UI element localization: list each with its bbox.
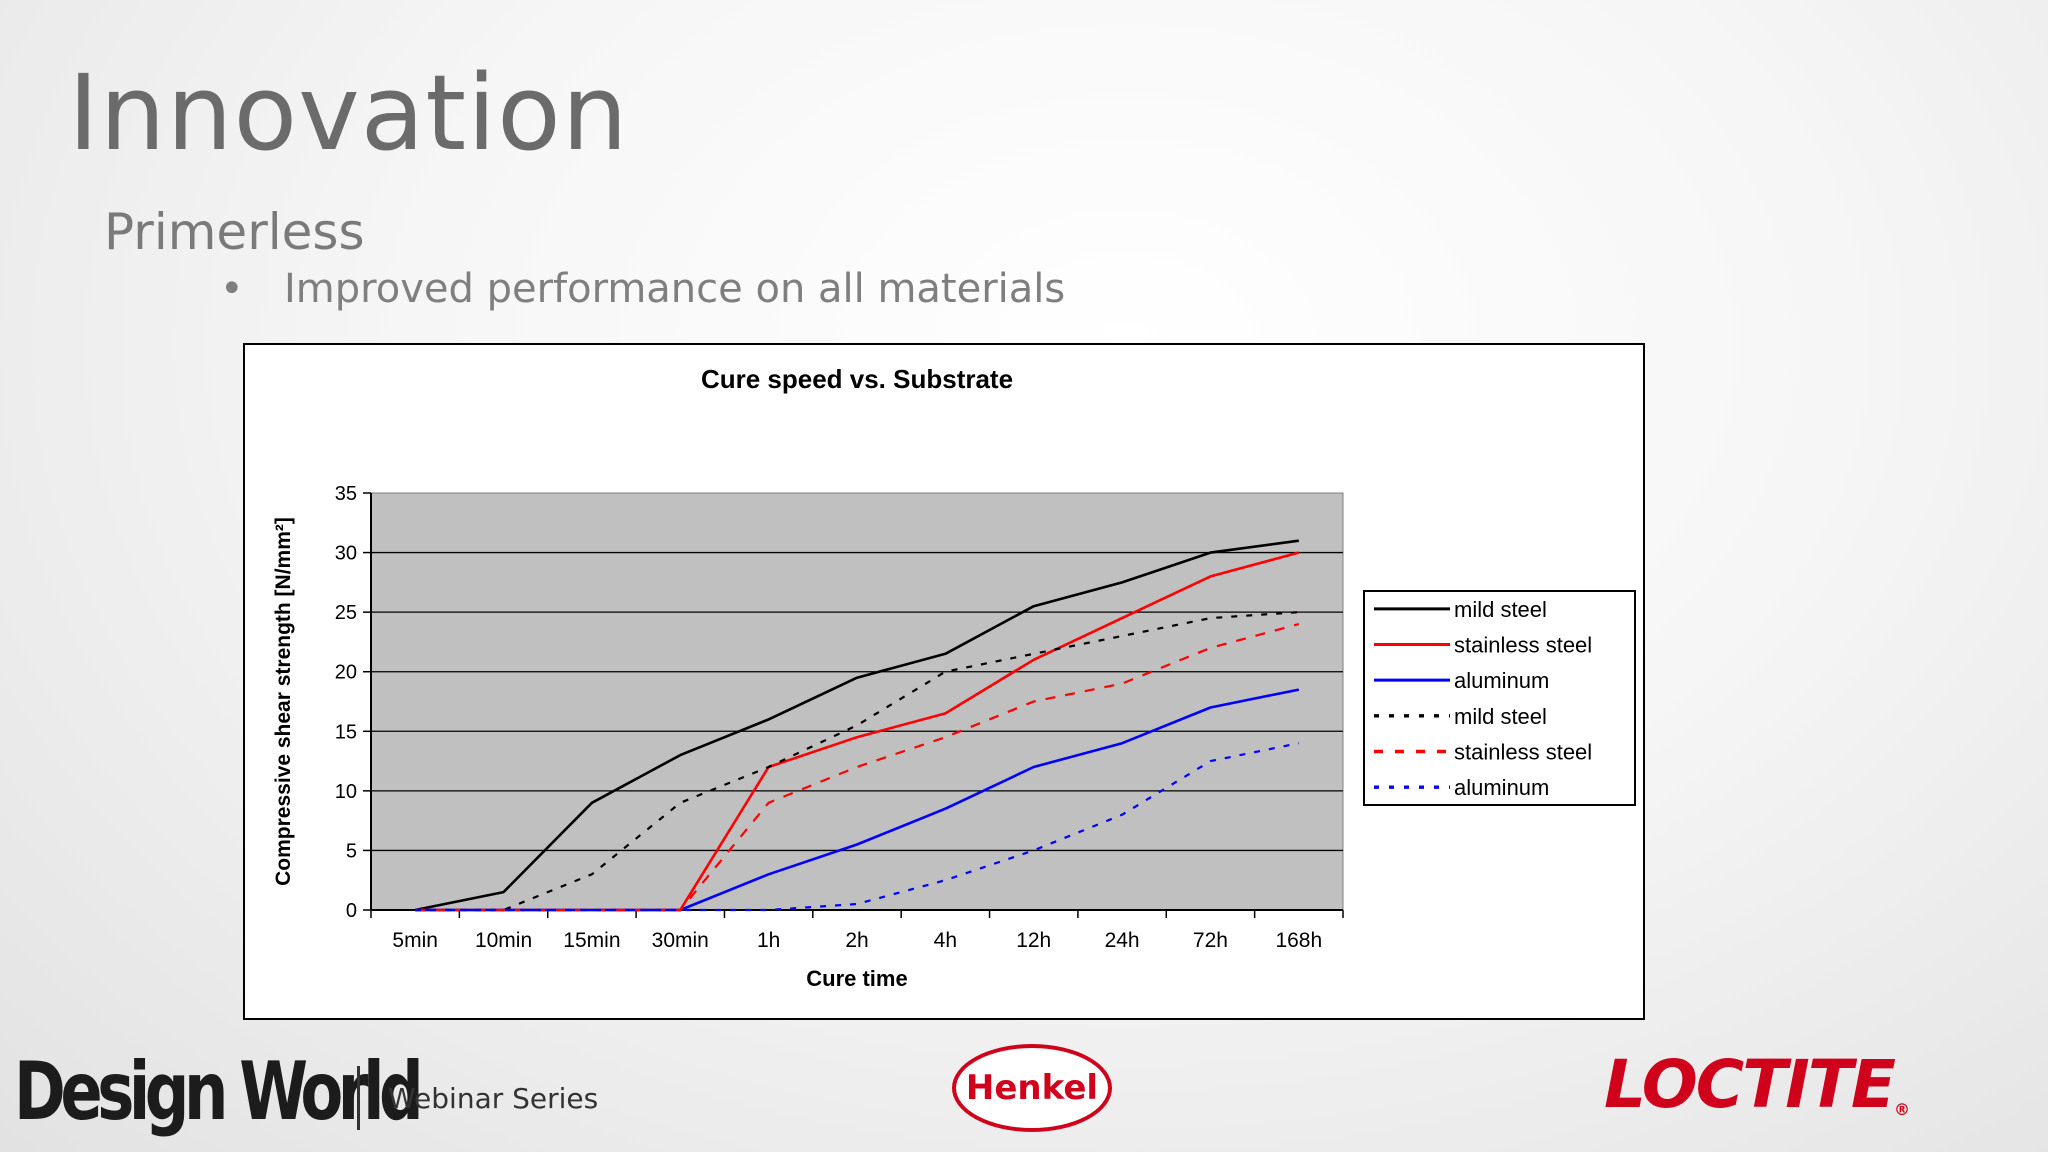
bullet-item: • Improved performance on all materials — [220, 266, 1065, 312]
bullet-icon: • — [220, 266, 244, 312]
webinar-series-label: Webinar Series — [388, 1082, 599, 1115]
y-tick-label-30: 30 — [335, 543, 357, 565]
x-tick-label-168h: 168h — [1275, 929, 1322, 952]
legend-label-5: aluminum — [1454, 775, 1549, 800]
henkel-logo: Henkel — [952, 1044, 1112, 1132]
y-tick-label-5: 5 — [346, 840, 357, 862]
y-tick-label-0: 0 — [346, 900, 357, 922]
series-line-4 — [415, 623, 1300, 912]
loctite-logo-text: LOCTITE — [1604, 1046, 1896, 1123]
registered-mark: ® — [1893, 1100, 1910, 1119]
legend-box — [1363, 590, 1636, 806]
legend-label-4: stainless steel — [1454, 740, 1592, 765]
series-line-3 — [415, 611, 1299, 912]
plot-area — [370, 492, 1344, 911]
cure-speed-chart: Cure speed vs. Substrate 0 5 10 15 20 25 30 35 5m… — [272, 364, 1636, 991]
x-tick-label-5min: 5min — [392, 929, 438, 952]
bullet-text: Improved performance on all materials — [284, 266, 1066, 312]
legend-label-1: stainless steel — [1454, 633, 1592, 658]
y-tick-label-25: 25 — [335, 602, 357, 624]
x-tick-label-4h: 4h — [934, 929, 957, 952]
slide-subtitle: Primerless — [104, 203, 365, 261]
x-tick-label-1h: 1h — [757, 929, 780, 952]
y-tick-label-15: 15 — [335, 721, 357, 743]
x-tick-label-10min: 10min — [475, 929, 532, 952]
y-axis-label: Compressive shear strength [N/mm²] — [272, 517, 295, 886]
chart-title: Cure speed vs. Substrate — [701, 364, 1013, 394]
design-world-logo: Design World — [14, 1045, 424, 1138]
legend-label-3: mild steel — [1454, 704, 1547, 729]
x-axis-label: Cure time — [806, 966, 907, 991]
x-tick-label-2h: 2h — [845, 929, 868, 952]
x-tick-label-15min: 15min — [563, 929, 620, 952]
legend-label-0: mild steel — [1454, 597, 1547, 622]
series-line-0 — [414, 539, 1299, 912]
x-tick-label-72h: 72h — [1193, 929, 1228, 952]
footer-divider — [357, 1066, 360, 1130]
henkel-logo-text: Henkel — [965, 1068, 1099, 1108]
y-tick-label-35: 35 — [335, 483, 357, 505]
chart-frame: Cure speed vs. Substrate 0 5 10 15 20 25 30 35 5m… — [243, 343, 1645, 1020]
loctite-logo: LOCTITE® — [1604, 1052, 1910, 1119]
legend-label-2: aluminum — [1454, 668, 1549, 693]
x-tick-label-24h: 24h — [1105, 929, 1140, 952]
y-tick-label-10: 10 — [335, 781, 357, 803]
slide-title: Innovation — [68, 52, 629, 174]
x-tick-label-12h: 12h — [1016, 929, 1051, 952]
y-tick-label-20: 20 — [335, 662, 357, 684]
x-tick-label-30min: 30min — [652, 929, 709, 952]
